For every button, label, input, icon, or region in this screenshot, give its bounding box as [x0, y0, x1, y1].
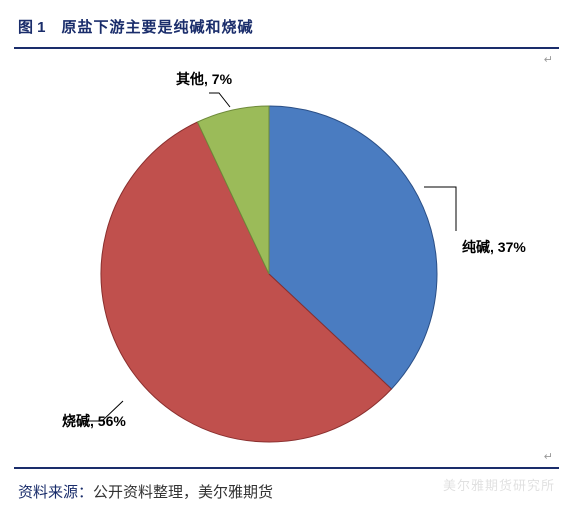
leader-line-其他	[209, 93, 230, 107]
slice-label-纯碱: 纯碱, 37%	[462, 237, 526, 257]
source-prefix: 资料来源：	[18, 484, 93, 501]
chart-title-bar: 图 1 原盐下游主要是纯碱和烧碱	[14, 10, 559, 49]
source-text: 公开资料整理，美尔雅期货	[93, 484, 273, 501]
slice-label-烧碱: 烧碱, 56%	[62, 411, 126, 431]
pie-svg	[14, 49, 559, 469]
corner-mark-top: ↵	[544, 53, 553, 66]
corner-mark-bottom: ↵	[544, 450, 553, 463]
figure-number: 图 1	[18, 16, 46, 37]
source-line: 资料来源：公开资料整理，美尔雅期货	[14, 469, 559, 502]
slice-label-其他: 其他, 7%	[176, 69, 232, 89]
figure-title: 原盐下游主要是纯碱和烧碱	[62, 16, 254, 37]
pie-chart: ↵ ↵ 纯碱, 37% 烧碱, 56% 其他, 7%	[14, 49, 559, 469]
